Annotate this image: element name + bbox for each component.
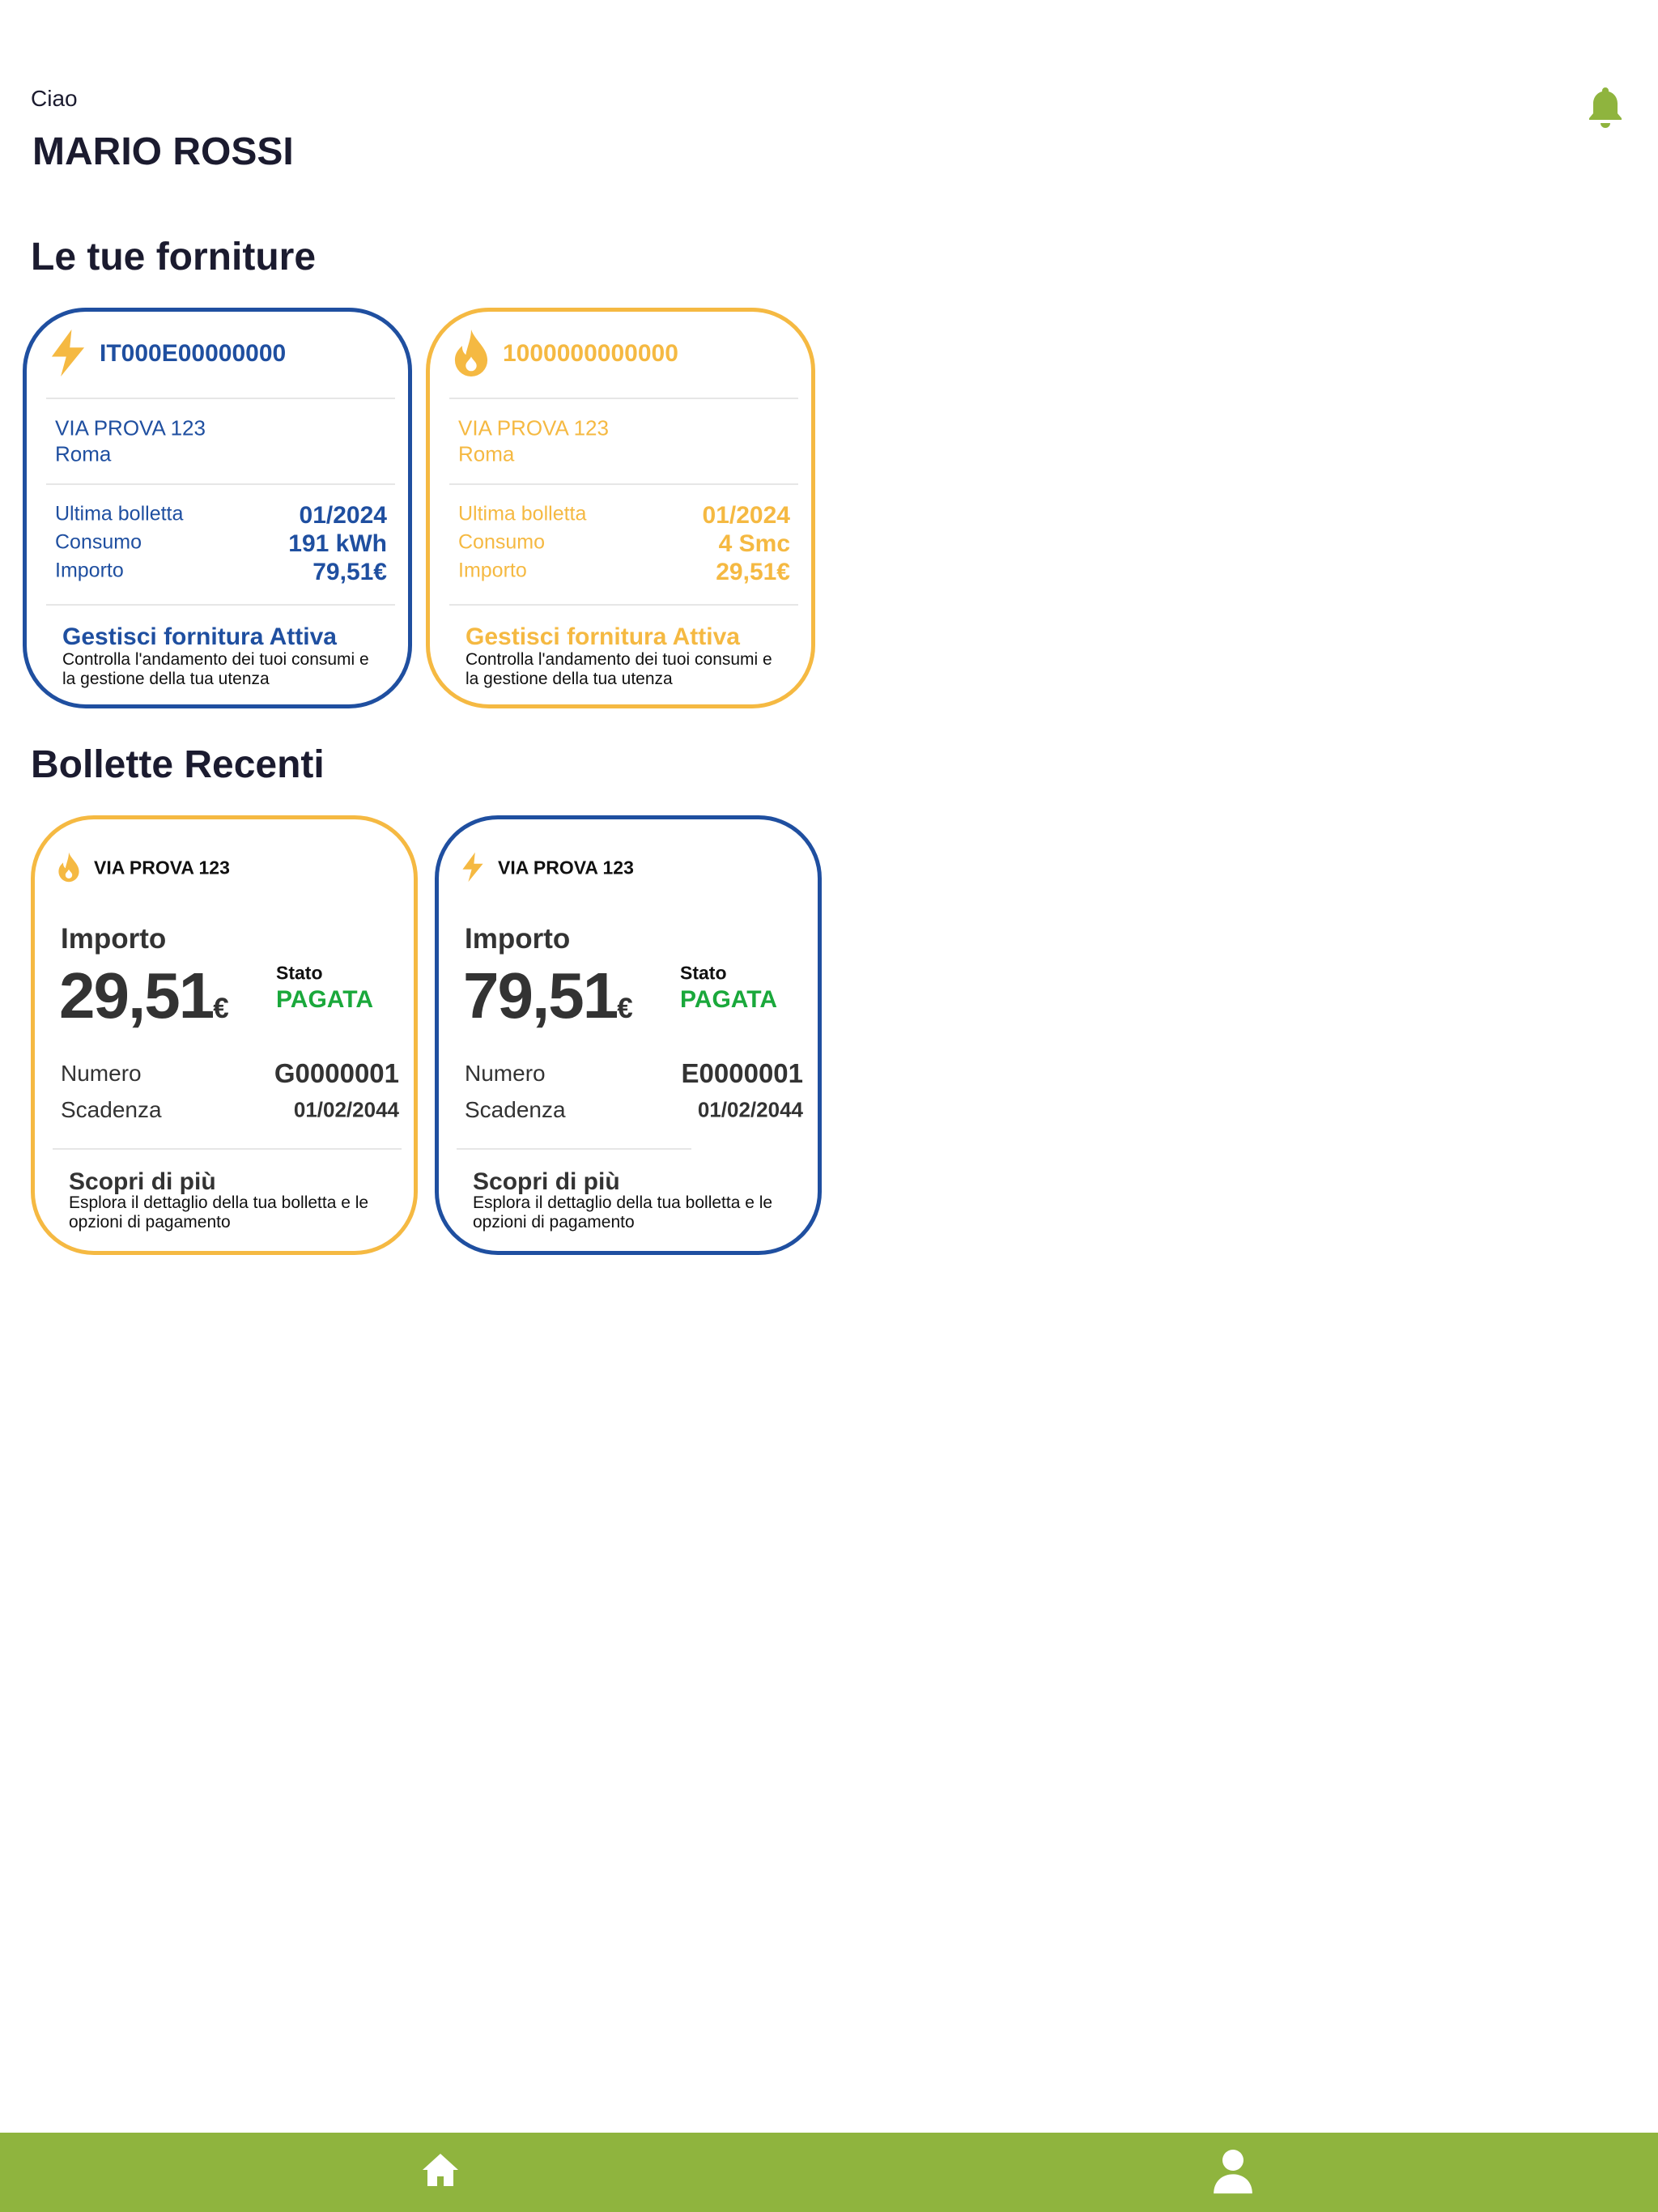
info-label: Ultima bolletta bbox=[458, 502, 587, 525]
amount-row: 29,51€ bbox=[59, 959, 229, 1033]
bill-number: G0000001 bbox=[274, 1058, 399, 1088]
notifications-bell[interactable] bbox=[1586, 86, 1625, 128]
info-value: 4 Smc bbox=[718, 530, 790, 557]
status: PAGATA bbox=[276, 986, 373, 1013]
gas-icon bbox=[454, 330, 488, 376]
supply-description: Controlla l'andamento dei tuoi consumi e… bbox=[466, 650, 772, 688]
bill-address: VIA PROVA 123 bbox=[94, 857, 230, 878]
divider bbox=[449, 604, 798, 606]
amount: 29,51 bbox=[59, 959, 215, 1032]
bill-description: Esplora il dettaglio della tua bolletta … bbox=[69, 1193, 369, 1231]
supply-card[interactable]: IT000E00000000 VIA PROVA 123 Roma Ultima bo… bbox=[23, 308, 412, 708]
divider bbox=[449, 398, 798, 399]
greeting: Ciao bbox=[31, 86, 78, 111]
manage-link[interactable]: Gestisci fornitura Attiva bbox=[62, 623, 337, 650]
divider bbox=[449, 483, 798, 485]
supply-card[interactable]: 1000000000000 VIA PROVA 123 Roma Ultima bol… bbox=[426, 308, 815, 708]
due-date: 01/02/2044 bbox=[697, 1097, 803, 1122]
details-link[interactable]: Scopri di più bbox=[69, 1168, 216, 1195]
electricity-icon bbox=[462, 852, 483, 883]
status: PAGATA bbox=[680, 986, 777, 1013]
address: VIA PROVA 123 bbox=[55, 415, 206, 440]
info-value: 29,51€ bbox=[716, 559, 790, 585]
address: VIA PROVA 123 bbox=[458, 415, 609, 440]
supply-code: 1000000000000 bbox=[503, 340, 678, 367]
currency: € bbox=[213, 993, 229, 1024]
info-label: Ultima bolletta bbox=[55, 502, 184, 525]
info-value: 191 kWh bbox=[288, 530, 387, 557]
user-name: MARIO ROSSI bbox=[32, 130, 294, 173]
divider bbox=[457, 1148, 691, 1150]
info-value: 01/2024 bbox=[702, 502, 790, 529]
number-label: Numero bbox=[465, 1061, 546, 1086]
info-label: Consumo bbox=[458, 530, 545, 554]
info-label: Importo bbox=[55, 559, 124, 582]
supply-description: Controlla l'andamento dei tuoi consumi e… bbox=[62, 650, 369, 688]
city: Roma bbox=[55, 441, 112, 466]
bill-address: VIA PROVA 123 bbox=[498, 857, 634, 878]
divider bbox=[46, 604, 395, 606]
bill-description: Esplora il dettaglio della tua bolletta … bbox=[473, 1193, 773, 1231]
profile-tab[interactable] bbox=[1212, 2147, 1254, 2194]
manage-link[interactable]: Gestisci fornitura Attiva bbox=[466, 623, 740, 650]
divider bbox=[46, 398, 395, 399]
divider bbox=[53, 1148, 402, 1150]
number-label: Numero bbox=[61, 1061, 142, 1086]
gas-icon bbox=[58, 852, 79, 883]
divider bbox=[46, 483, 395, 485]
city: Roma bbox=[458, 441, 515, 466]
amount-label: Importo bbox=[465, 923, 571, 955]
currency: € bbox=[617, 993, 633, 1024]
details-link[interactable]: Scopri di più bbox=[473, 1168, 620, 1195]
supply-code: IT000E00000000 bbox=[100, 340, 287, 367]
status-label: Stato bbox=[276, 962, 323, 984]
amount-label: Importo bbox=[61, 923, 167, 955]
electricity-icon bbox=[51, 330, 85, 376]
status-label: Stato bbox=[680, 962, 727, 984]
info-value: 01/2024 bbox=[299, 502, 387, 529]
bill-number: E0000001 bbox=[681, 1058, 803, 1088]
section-title: Le tue forniture bbox=[31, 236, 317, 279]
bill-card[interactable]: VIA PROVA 123 Importo 79,51€ Stato PAGATA Num… bbox=[435, 815, 822, 1255]
info-value: 79,51€ bbox=[312, 559, 387, 585]
section-title: Bollette Recenti bbox=[31, 743, 325, 786]
bill-card[interactable]: VIA PROVA 123 Importo 29,51€ Stato PAGATA Num… bbox=[31, 815, 418, 1255]
due-label: Scadenza bbox=[465, 1097, 566, 1122]
info-label: Consumo bbox=[55, 530, 142, 554]
amount-row: 79,51€ bbox=[463, 959, 633, 1033]
due-label: Scadenza bbox=[61, 1097, 162, 1122]
home-tab[interactable] bbox=[421, 2150, 460, 2189]
amount: 79,51 bbox=[463, 959, 619, 1032]
due-date: 01/02/2044 bbox=[293, 1097, 399, 1122]
bottom-nav bbox=[0, 2133, 1658, 2212]
info-label: Importo bbox=[458, 559, 527, 582]
